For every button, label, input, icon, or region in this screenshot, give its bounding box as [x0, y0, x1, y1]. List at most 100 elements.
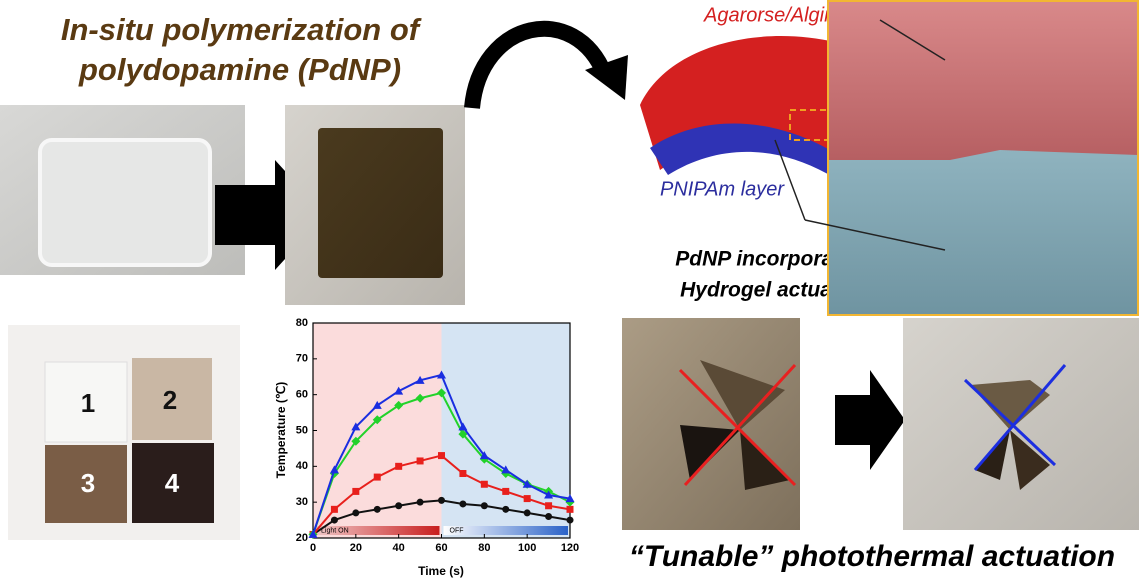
marker: [416, 457, 424, 465]
marker: [330, 516, 338, 524]
curved-arrow: [464, 20, 613, 109]
marker: [545, 502, 553, 510]
marker: [459, 470, 467, 477]
petal: [740, 430, 790, 490]
y-tick-label: 50: [296, 424, 308, 436]
marker: [523, 495, 531, 503]
marker: [394, 386, 404, 395]
pointer: [774, 139, 806, 221]
span-bar: [315, 526, 440, 535]
pdnp-slab: [318, 128, 443, 278]
marker: [372, 400, 382, 409]
span-label: OFF: [450, 527, 464, 534]
inner-label: PNIPAm layer: [660, 178, 785, 200]
marker: [480, 480, 488, 488]
marker: [438, 496, 445, 504]
tile-label: 1: [81, 388, 95, 418]
marker: [438, 452, 445, 460]
title-line: polydopamine (PdNP): [78, 52, 401, 87]
marker: [373, 473, 381, 481]
title-line: In-situ polymerization of: [61, 12, 422, 47]
sem-top: [828, 0, 1138, 160]
marker: [416, 498, 424, 506]
cross: [973, 364, 1067, 471]
marker: [352, 509, 360, 517]
marker: [523, 509, 531, 517]
marker: [308, 529, 318, 538]
y-tick-label: 60: [296, 389, 308, 401]
marker: [351, 436, 361, 446]
tile-label: 2: [163, 385, 177, 415]
cross: [963, 378, 1057, 467]
x-tick-label: 40: [393, 542, 405, 554]
marker: [415, 375, 425, 384]
bottom-caption: “Tunable” photothermal actuation: [629, 540, 1115, 573]
x-axis-title: Time (s): [418, 564, 464, 578]
y-tick-label: 80: [296, 317, 308, 329]
marker: [395, 462, 403, 470]
arrow-head: [585, 55, 628, 100]
tile: [45, 445, 127, 523]
x-tick-label: 120: [561, 542, 579, 554]
tile: [132, 443, 214, 523]
petal: [970, 380, 1050, 430]
actuator-caption: Hydrogel actuator: [680, 279, 862, 302]
glass-slab: [38, 138, 212, 267]
marker: [415, 393, 425, 403]
x-tick-label: 100: [518, 542, 536, 554]
tile: [132, 358, 212, 440]
petal: [680, 425, 740, 480]
marker: [502, 487, 510, 495]
sem-frame: [827, 0, 1139, 316]
photo-after: [903, 318, 1139, 530]
x-tick-label: 80: [478, 542, 490, 554]
marker: [330, 505, 338, 513]
marker: [459, 500, 467, 508]
petal: [1010, 430, 1050, 490]
x-tick-label: 60: [435, 542, 447, 554]
pointer: [879, 19, 946, 61]
photo-before: [622, 318, 800, 530]
span-bar: [443, 526, 568, 535]
x-tick-label: 20: [350, 542, 362, 554]
span: [313, 323, 442, 538]
inner-layer: [650, 123, 915, 240]
marker: [522, 479, 532, 488]
marker: [351, 422, 361, 431]
marker: [502, 505, 510, 513]
span-label: Light ON: [321, 527, 349, 534]
chart: Temperature (℃) Time (s) Light ON OFF 20 30…: [274, 317, 579, 578]
marker: [545, 513, 553, 520]
sem-bottom: [828, 150, 1138, 315]
marker: [372, 415, 382, 425]
marker: [437, 370, 446, 379]
x-tick-label: 0: [310, 542, 316, 554]
marker: [352, 487, 360, 495]
marker: [544, 490, 554, 499]
y-tick-label: 70: [296, 353, 308, 365]
pointer: [804, 219, 946, 251]
marker: [373, 505, 381, 513]
marker: [480, 502, 488, 510]
marker: [566, 516, 574, 524]
y-tick-label: 30: [296, 496, 308, 508]
tile-label: 3: [81, 468, 95, 498]
petal: [700, 360, 785, 430]
marker: [395, 502, 403, 510]
marker: [479, 451, 489, 460]
marker: [566, 505, 574, 513]
marker: [501, 465, 511, 474]
petal: [975, 430, 1010, 480]
marker: [329, 465, 339, 474]
marker: [458, 422, 468, 431]
y-axis-title: Temperature (℃): [274, 382, 288, 479]
marker: [394, 400, 404, 410]
cross: [683, 363, 797, 487]
arrow: [835, 370, 905, 470]
marker: [437, 388, 446, 398]
y-tick-label: 40: [296, 460, 308, 472]
marker: [458, 429, 468, 439]
actuator-caption: PdNP incorporated: [675, 248, 866, 271]
tile: [44, 361, 128, 443]
